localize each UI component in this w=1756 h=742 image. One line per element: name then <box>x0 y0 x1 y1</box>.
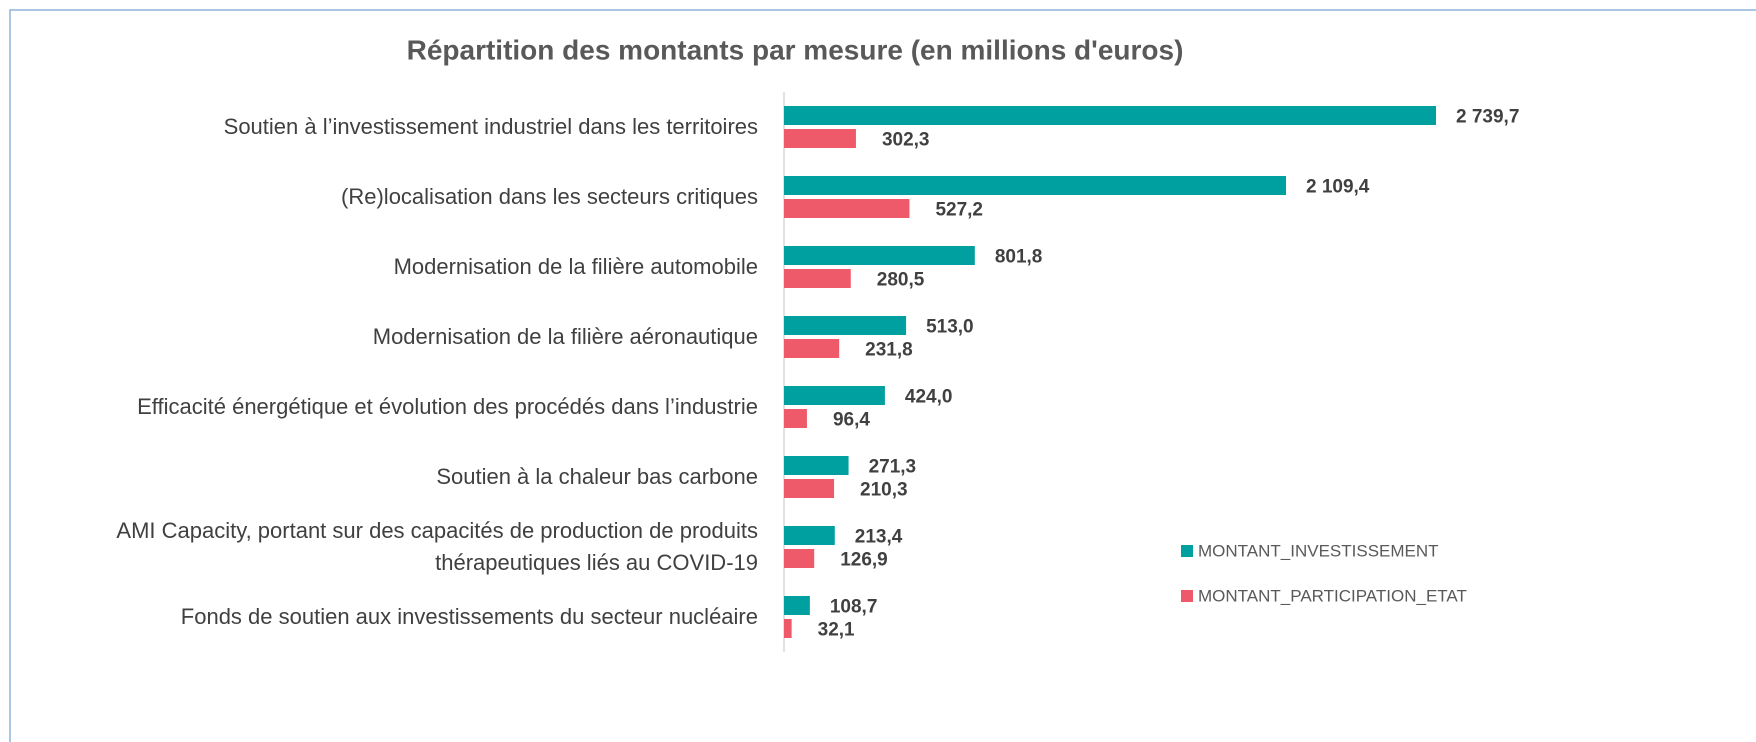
bar <box>784 409 807 428</box>
legend-label: MONTANT_PARTICIPATION_ETAT <box>1198 586 1467 605</box>
value-label: 271,3 <box>869 457 917 478</box>
value-label: 2 109,4 <box>1306 177 1370 198</box>
category-label: Modernisation de la filière aéronautique <box>372 324 758 349</box>
value-label: 424,0 <box>905 387 953 408</box>
bar <box>784 106 1436 125</box>
value-label: 231,8 <box>865 340 913 361</box>
bar <box>784 526 835 545</box>
chart-title: Répartition des montants par mesure (en … <box>407 34 1184 65</box>
value-label: 801,8 <box>995 247 1043 268</box>
value-label: 126,9 <box>840 550 888 571</box>
bar <box>784 549 815 568</box>
bar <box>784 269 851 288</box>
category-label: Efficacité énergétique et évolution des … <box>137 394 758 419</box>
bar <box>784 176 1286 195</box>
value-label: 213,4 <box>855 527 903 548</box>
bar <box>784 199 910 218</box>
bar <box>784 619 792 638</box>
category-label: Fonds de soutien aux investissements du … <box>180 604 758 629</box>
value-label: 108,7 <box>830 597 878 618</box>
bar <box>784 456 849 475</box>
value-label: 2 739,7 <box>1456 107 1519 128</box>
value-label: 513,0 <box>926 317 974 338</box>
value-label: 302,3 <box>882 130 930 151</box>
category-label: Soutien à l’investissement industriel da… <box>223 114 758 139</box>
value-label: 527,2 <box>935 200 983 221</box>
bar <box>784 386 885 405</box>
bar <box>784 129 856 148</box>
chart-border <box>9 9 1756 742</box>
value-label: 96,4 <box>833 410 870 431</box>
bar <box>784 316 907 335</box>
bar <box>784 479 835 498</box>
bar <box>784 596 810 615</box>
bar <box>784 246 975 265</box>
legend-swatch <box>1181 590 1193 602</box>
bar <box>784 339 840 358</box>
value-label: 280,5 <box>877 270 925 291</box>
category-label: Soutien à la chaleur bas carbone <box>436 464 758 489</box>
category-label: Modernisation de la filière automobile <box>393 254 758 279</box>
value-label: 210,3 <box>860 480 908 501</box>
value-label: 32,1 <box>818 620 855 641</box>
legend-swatch <box>1181 545 1193 557</box>
legend-label: MONTANT_INVESTISSEMENT <box>1198 541 1439 560</box>
category-label: AMI Capacity, portant sur des capacités … <box>116 518 758 575</box>
category-label: (Re)localisation dans les secteurs criti… <box>341 184 758 209</box>
